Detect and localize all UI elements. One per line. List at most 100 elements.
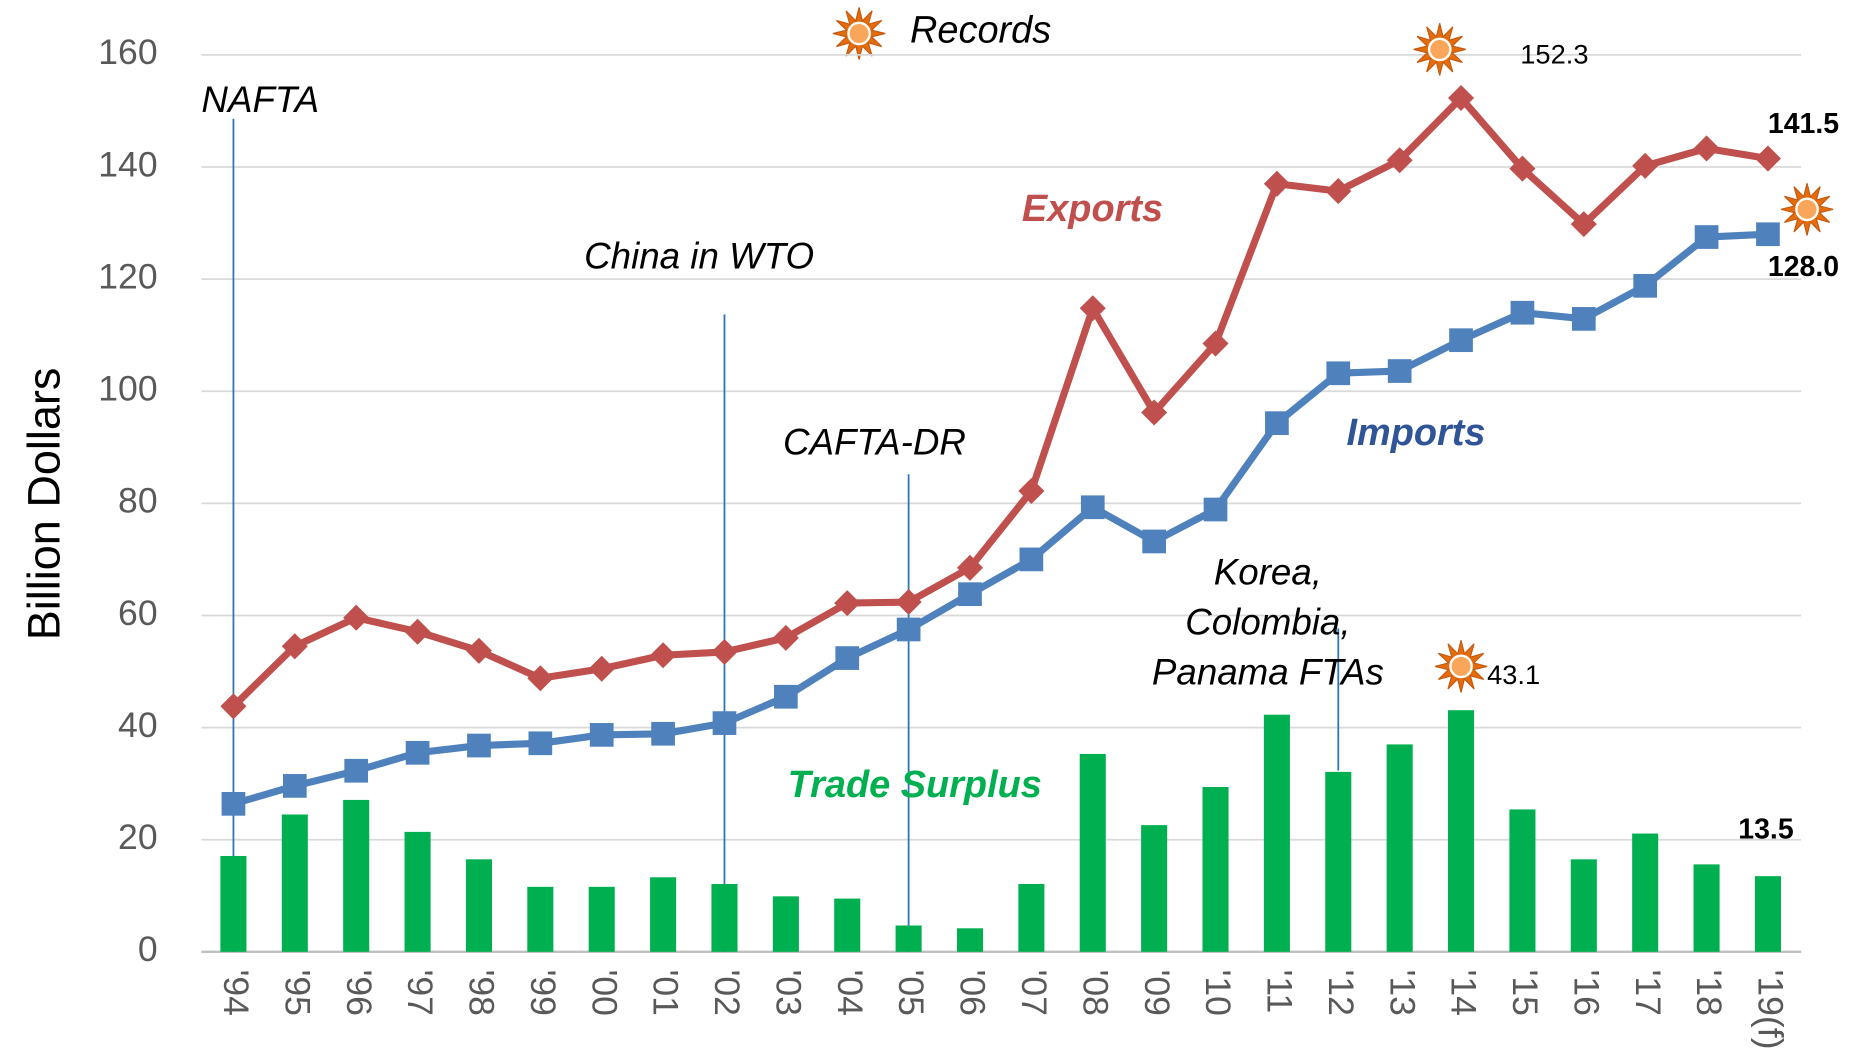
bar xyxy=(834,898,861,952)
y-tick-label: 20 xyxy=(118,817,158,857)
bar xyxy=(527,886,554,952)
series-line xyxy=(230,94,1769,709)
bar xyxy=(772,896,799,952)
bar xyxy=(1018,884,1045,952)
x-tick-label: '97 xyxy=(400,970,440,1016)
annotation-text: CAFTA-DR xyxy=(783,421,966,462)
bar xyxy=(1693,864,1720,952)
bar xyxy=(1263,714,1290,952)
y-tick-label: 60 xyxy=(118,593,158,633)
marker xyxy=(1202,330,1229,357)
x-tick-label: '17 xyxy=(1628,970,1668,1016)
marker xyxy=(651,721,675,746)
series-name: Imports xyxy=(1347,412,1486,454)
marker xyxy=(1263,170,1290,197)
bar xyxy=(650,877,677,952)
marker xyxy=(1080,495,1105,520)
bar xyxy=(465,859,492,952)
marker xyxy=(404,618,431,645)
marker xyxy=(467,733,491,758)
x-tick-label: '98 xyxy=(462,970,502,1016)
bar xyxy=(588,886,615,952)
marker xyxy=(958,582,982,607)
bar xyxy=(1079,753,1106,952)
y-tick-label: 0 xyxy=(138,929,158,969)
bar xyxy=(220,855,247,952)
marker xyxy=(465,637,492,664)
marker xyxy=(1142,529,1166,554)
marker xyxy=(1019,547,1044,572)
x-tick-label: '94 xyxy=(216,970,256,1016)
x-tick-label: '13 xyxy=(1382,970,1422,1016)
annotation-text: Panama FTAs xyxy=(1152,651,1384,692)
marker xyxy=(1387,359,1412,383)
x-tick-label: '07 xyxy=(1014,970,1054,1016)
marker xyxy=(1448,84,1475,112)
bar xyxy=(1509,809,1536,952)
record-icon-center xyxy=(1427,37,1452,62)
records-note: Records xyxy=(910,9,1051,51)
x-tick-label: '95 xyxy=(277,970,317,1016)
marker xyxy=(834,590,861,617)
x-tick-label: '09 xyxy=(1137,970,1177,1016)
bar xyxy=(1754,876,1781,952)
series-name: Exports xyxy=(1022,188,1163,230)
x-tick-label: '19(f) xyxy=(1751,970,1791,1050)
annotation-text: Korea, xyxy=(1214,552,1322,593)
annotation-text: China in WTO xyxy=(584,235,814,276)
marker xyxy=(1510,300,1535,325)
marker xyxy=(774,684,798,709)
bar xyxy=(1325,771,1352,952)
marker xyxy=(896,617,921,642)
marker xyxy=(405,740,430,765)
x-tick-label: '14 xyxy=(1444,970,1484,1016)
marker xyxy=(1265,411,1289,436)
marker xyxy=(528,731,553,756)
marker xyxy=(1203,497,1228,522)
x-tick-label: '18 xyxy=(1689,970,1729,1016)
x-tick-label: '96 xyxy=(339,970,379,1016)
x-tick-label: '01 xyxy=(646,970,686,1016)
bar xyxy=(711,884,738,952)
marker xyxy=(344,758,369,783)
marker xyxy=(650,642,677,669)
marker xyxy=(712,711,737,735)
y-tick-label: 160 xyxy=(98,32,157,72)
marker xyxy=(589,723,614,747)
bar xyxy=(1570,859,1597,952)
marker xyxy=(1326,361,1351,386)
record-icon-center xyxy=(1449,654,1473,679)
marker xyxy=(956,554,984,581)
marker xyxy=(1571,307,1596,331)
bar xyxy=(1202,787,1229,952)
marker xyxy=(1694,225,1719,249)
y-tick-label: 40 xyxy=(118,705,158,745)
x-tick-label: '03 xyxy=(768,970,808,1016)
bar xyxy=(1141,825,1168,952)
x-tick-label: '99 xyxy=(523,970,563,1016)
data-label: 43.1 xyxy=(1487,659,1540,690)
y-tick-label: 120 xyxy=(98,256,157,296)
marker xyxy=(1325,178,1352,205)
y-tick-label: 80 xyxy=(118,481,158,521)
marker xyxy=(221,791,246,816)
y-tick-label: 140 xyxy=(98,144,157,184)
marker xyxy=(1633,273,1658,298)
annotation-text: NAFTA xyxy=(201,79,319,120)
marker xyxy=(281,633,308,660)
marker xyxy=(1754,145,1781,172)
y-tick-label: 100 xyxy=(98,369,157,409)
x-tick-label: '05 xyxy=(891,970,931,1016)
data-label: 128.0 xyxy=(1768,251,1839,283)
x-tick-label: '15 xyxy=(1505,970,1545,1016)
x-tick-label: '11 xyxy=(1260,970,1300,1014)
marker xyxy=(1018,477,1045,505)
marker xyxy=(895,588,922,616)
x-tick-label: '16 xyxy=(1566,970,1606,1016)
x-tick-label: '00 xyxy=(584,970,624,1016)
y-axis-label: Billion Dollars xyxy=(18,368,69,641)
marker xyxy=(1449,328,1473,353)
bar xyxy=(404,831,431,952)
x-tick-label: '12 xyxy=(1321,970,1361,1016)
series-name: Trade Surplus xyxy=(788,764,1042,806)
